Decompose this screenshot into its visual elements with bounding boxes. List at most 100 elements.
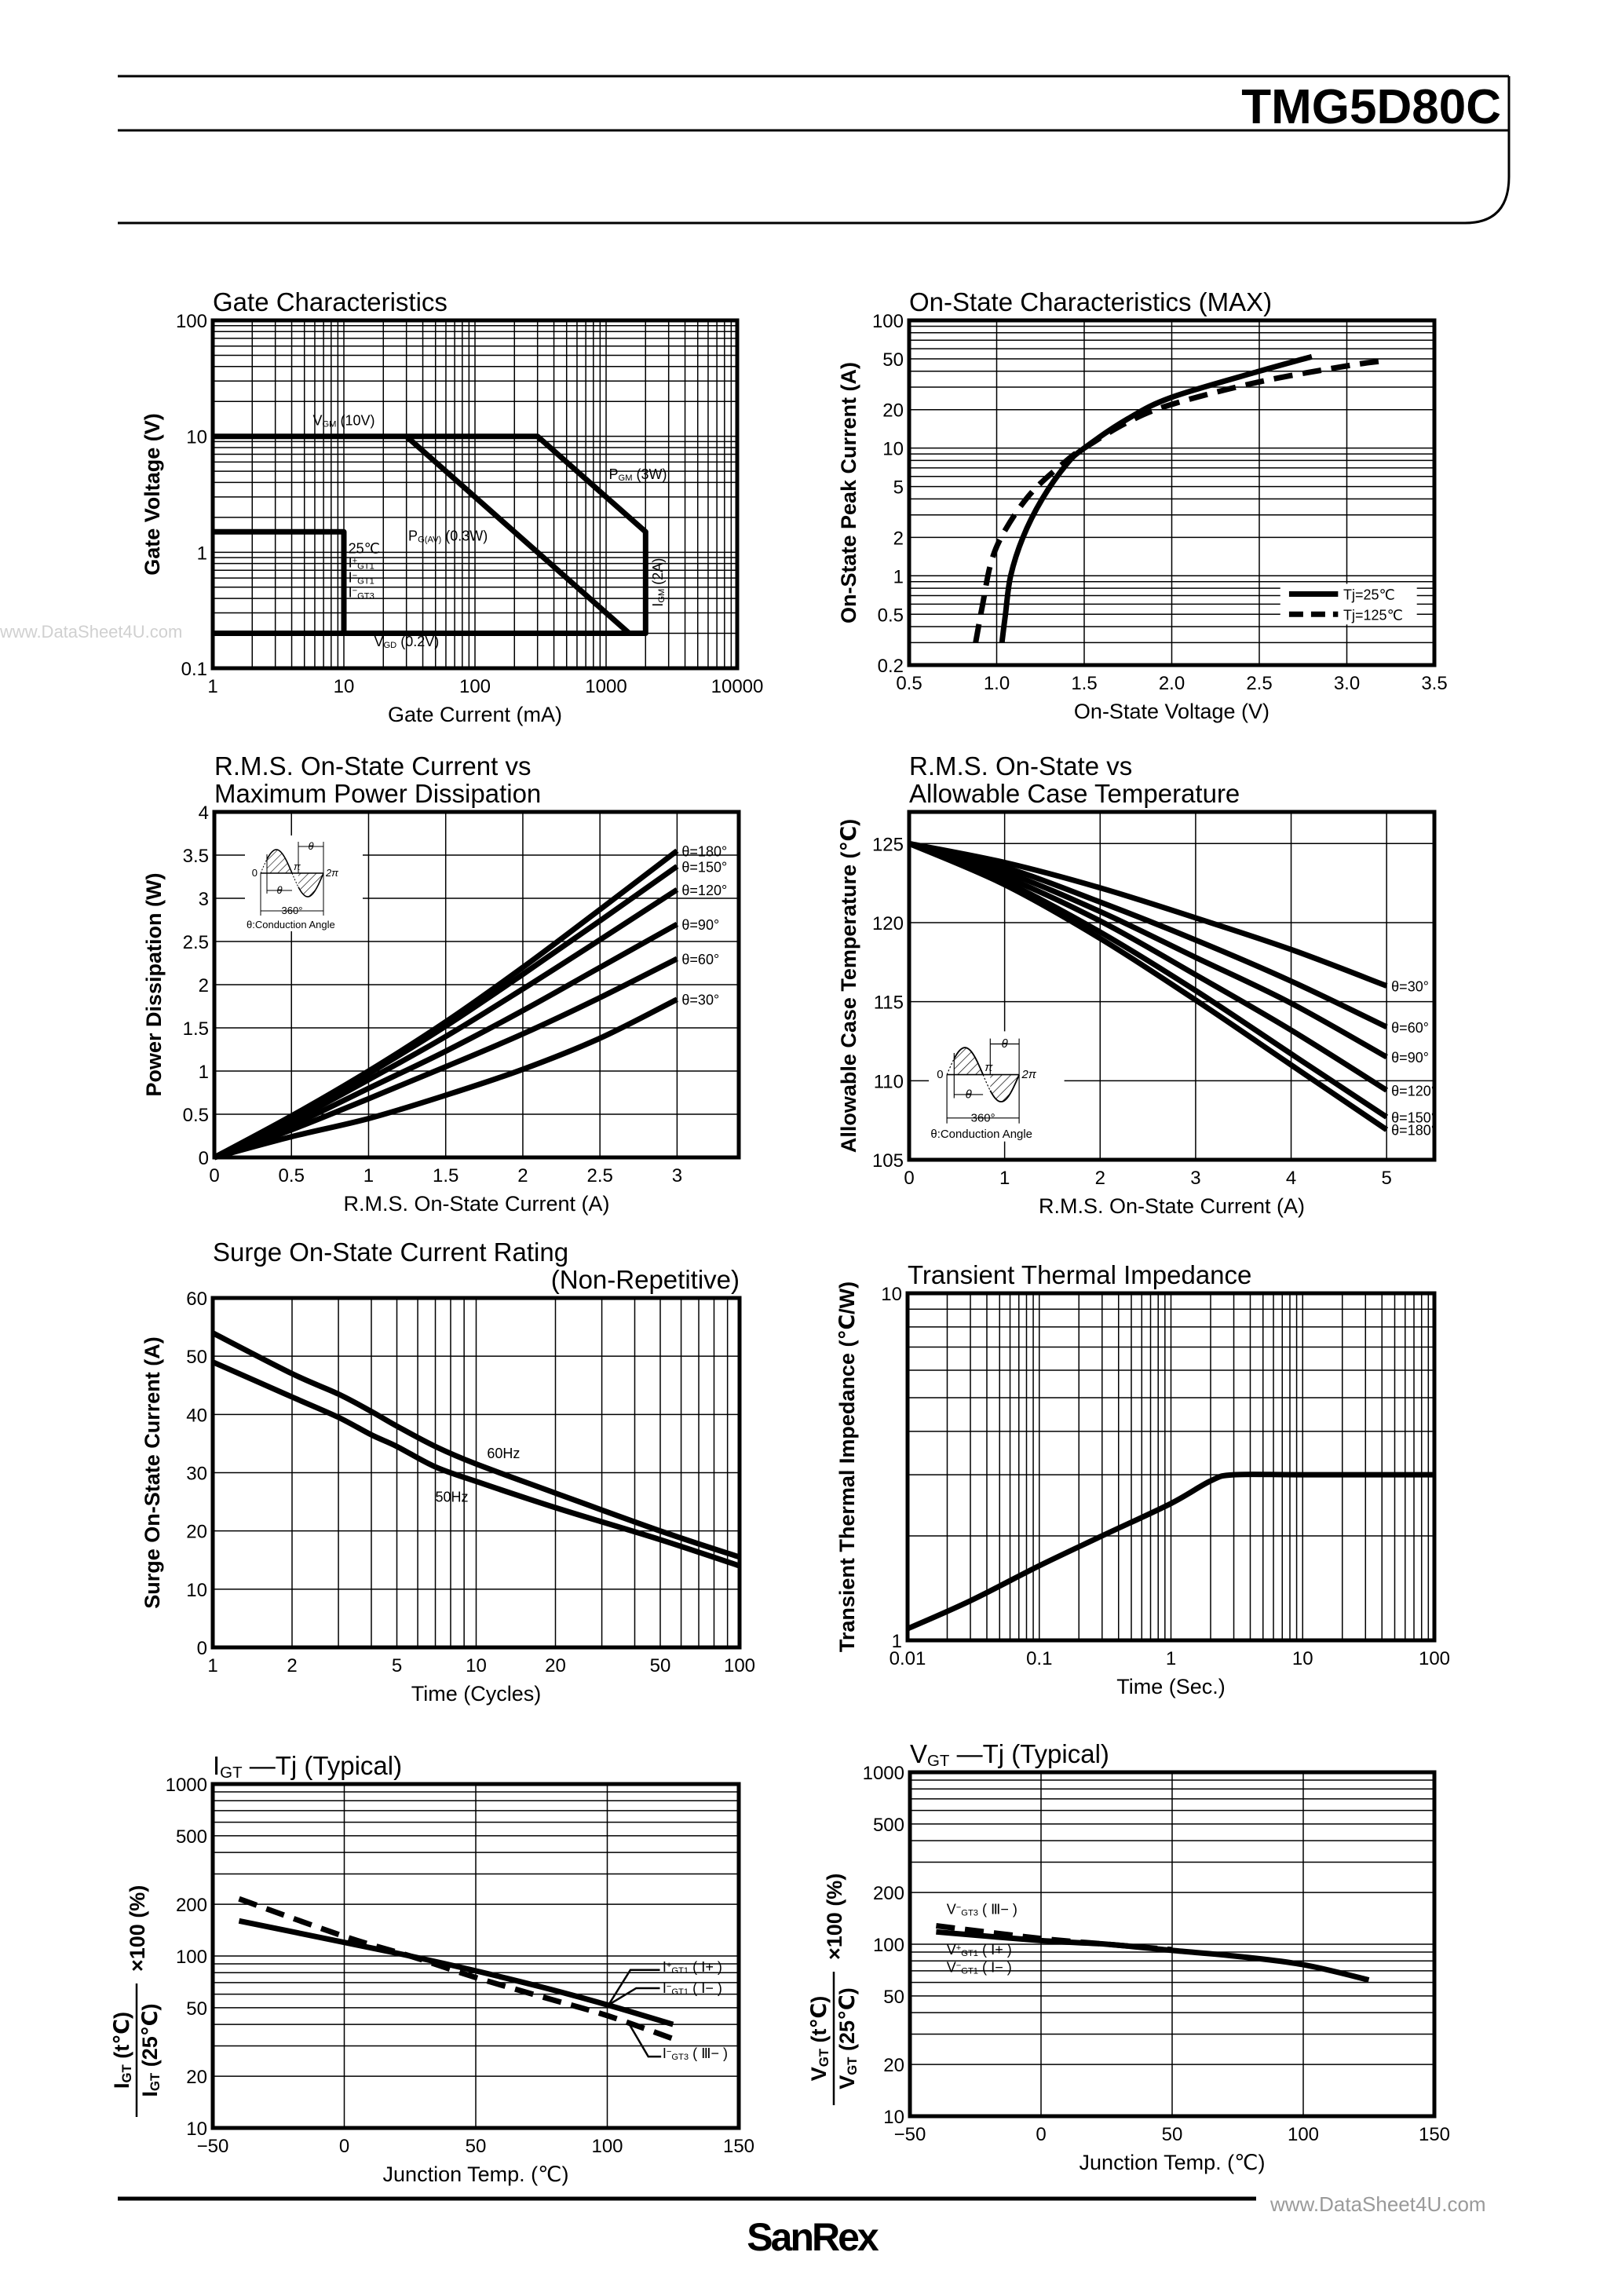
annotation-label-segment: − <box>667 2047 672 2057</box>
chart-4: 0 π 2π θ θ 360° θ:Conduction Angle 0 1 2 3 4 5 105 110… <box>837 751 1437 1218</box>
annotation-label: I−GT3 <box>349 585 374 601</box>
series-line-6 <box>908 841 1389 1132</box>
chart-title: Surge On-State Current Rating <box>213 1238 568 1267</box>
annotation-label-segment: GT1 <box>961 1949 978 1958</box>
inset-hatched-positive <box>267 850 292 873</box>
annotation-label: I+GT1 ( Ⅰ+ ) <box>663 1959 722 1976</box>
y-tick-label: 120 <box>872 913 904 934</box>
chart-title: Transient Thermal Impedance <box>908 1260 1251 1289</box>
annotation-label-segment: ( Ⅲ− ) <box>689 2046 728 2061</box>
x-axis-label: Junction Temp. (℃) <box>1080 2151 1266 2174</box>
chart-title-segment: GT <box>927 1752 950 1770</box>
x-axis-label: Time (Sec.) <box>1116 1675 1226 1698</box>
x-axis-label: R.M.S. On-State Current (A) <box>1039 1194 1305 1218</box>
y-label-numerator-segment: GT <box>119 2064 134 2082</box>
annotation-label: PGM (3W) <box>609 466 667 483</box>
inset-wave-dotted <box>946 1058 991 1091</box>
y-tick-label: 4 <box>199 803 209 824</box>
series-label: θ=60° <box>1391 1020 1429 1036</box>
inset-hatched-negative <box>990 1074 1020 1102</box>
series-line-2 <box>908 840 1388 1030</box>
y-tick-label: 1 <box>893 566 904 587</box>
x-tick-label: 1 <box>363 1165 374 1186</box>
series-line-3 <box>213 887 679 1161</box>
inset-wave <box>989 1074 1020 1102</box>
y-tick-label: 1 <box>197 543 207 564</box>
inset-label-two-pi: 2π <box>1021 1068 1037 1081</box>
x-axis-label: R.M.S. On-State Current (A) <box>343 1192 609 1216</box>
x-tick-label: 0 <box>1036 2124 1046 2145</box>
y-tick-label: 200 <box>176 1895 207 1916</box>
annotation-label: IGM (2A) <box>650 558 667 607</box>
annotation-label-segment: GT3 <box>671 2053 689 2062</box>
annotation-leader-line <box>608 1969 660 2005</box>
y-tick-label: 10 <box>186 2119 207 2140</box>
annotation-label-segment: − <box>353 587 358 596</box>
annotation-label-segment: I <box>663 2046 667 2061</box>
x-tick-label: 2.0 <box>1159 673 1185 694</box>
y-tick-label: 100 <box>176 311 207 332</box>
inset-label-two-pi: 2π <box>325 867 338 879</box>
y-axis-label: Allowable Case Temperature (℃) <box>837 819 860 1153</box>
inset-label-pi: π <box>294 861 301 872</box>
annotation-label: I−GT3 ( Ⅲ− ) <box>663 2046 728 2062</box>
x-tick-label: 10 <box>334 676 355 697</box>
y-axis-label: Power Dissipation (W) <box>142 872 166 1096</box>
annotation-label: V+GT1 ( Ⅰ+ ) <box>947 1942 1012 1958</box>
annotation-label-segment: (3W) <box>633 466 667 482</box>
x-tick-label: 0.5 <box>896 673 922 694</box>
annotation-label-segment: (0.2V) <box>396 634 439 649</box>
x-tick-label: 0 <box>209 1165 219 1186</box>
chart-title-segment: —Tj (Typical) <box>949 1739 1109 1768</box>
y-label-denominator-segment: (25℃) <box>835 1987 859 2057</box>
y-tick-label: 100 <box>176 1947 207 1968</box>
x-axis-label: Time (Cycles) <box>411 1682 542 1706</box>
annotation-label-segment: GD <box>384 641 397 650</box>
inset-label-theta: θ <box>308 840 313 852</box>
y-axis-label: Transient Thermal Impedance (℃/W) <box>835 1281 859 1652</box>
y-tick-label: 0 <box>197 1638 207 1659</box>
y-tick-label: 1.5 <box>183 1018 209 1040</box>
inset-label-theta: θ <box>1002 1037 1008 1051</box>
legend-label: Tj=125℃ <box>1343 607 1403 623</box>
y-label-factor: ×100 (%) <box>126 1885 149 1972</box>
annotation-leader-line <box>608 1987 660 2006</box>
plot-frame <box>210 318 740 671</box>
plot-frame <box>907 810 1437 1162</box>
annotation-label-segment: ( Ⅰ+ ) <box>689 1959 722 1975</box>
x-tick-label: 100 <box>591 2136 623 2157</box>
x-tick-label: 0.1 <box>1026 1648 1052 1669</box>
series-line-2 <box>211 1359 741 1569</box>
annotation-label-segment: GT3 <box>961 1908 978 1918</box>
inset-wave <box>953 1047 984 1075</box>
chart-title: Allowable Case Temperature <box>909 779 1240 808</box>
chart-title: Gate Characteristics <box>213 287 448 316</box>
chart-title-segment: V <box>910 1739 927 1768</box>
x-tick-label: 4 <box>1286 1168 1296 1189</box>
y-tick-label: 60 <box>186 1289 207 1310</box>
annotation-label-segment: − <box>956 1961 962 1970</box>
chart-title: R.M.S. On-State vs <box>909 751 1132 781</box>
plot-frame <box>907 318 1437 667</box>
y-tick-label: 1000 <box>863 1763 904 1784</box>
series-label: θ=180° <box>681 844 727 860</box>
y-label-numerator-segment: GT <box>816 2048 831 2067</box>
x-tick-label: 5 <box>1382 1168 1392 1189</box>
x-tick-label: 10 <box>1292 1648 1313 1669</box>
y-tick-label: 3 <box>199 889 209 910</box>
annotation-label: V−GT1 ( Ⅰ− ) <box>947 1959 1012 1976</box>
x-tick-label: 10000 <box>711 676 764 697</box>
x-tick-label: 100 <box>724 1655 755 1676</box>
inset-label-period: 360° <box>282 905 303 916</box>
y-axis-label: IGT (t℃)IGT (25℃)×100 (%) <box>110 1885 163 2117</box>
x-tick-label: 2.5 <box>586 1165 612 1186</box>
chart-title: R.M.S. On-State Current vs <box>214 751 531 781</box>
series-line-2 <box>213 864 679 1161</box>
y-axis-label: On-State Peak Current (A) <box>837 362 860 623</box>
inset-wave-dotted <box>260 859 299 887</box>
y-label-denominator-segment: I <box>138 2091 162 2097</box>
x-axis-label: On-State Voltage (V) <box>1074 700 1269 723</box>
chart-6: 0.01 0.1 1 10 100 1 10 Transient Thermal Impeda… <box>835 1260 1450 1698</box>
x-tick-label: 50 <box>1162 2124 1183 2145</box>
x-tick-label: 100 <box>1419 1648 1450 1669</box>
